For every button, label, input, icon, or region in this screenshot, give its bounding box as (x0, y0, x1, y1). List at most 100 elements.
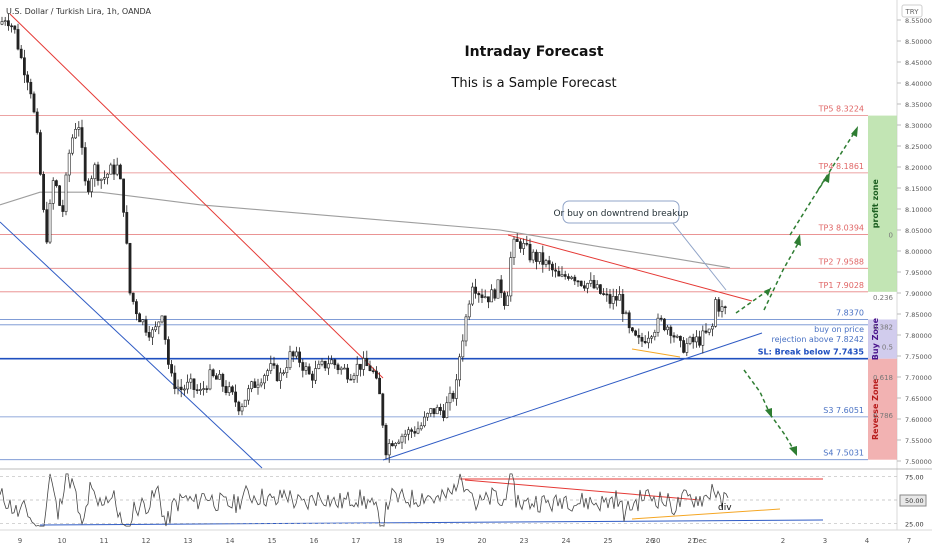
osc-tick-label: 75.00 (905, 474, 924, 482)
x-tick-label: 23 (520, 537, 529, 545)
osc-tick-label: 25.00 (905, 520, 924, 528)
candle-body (605, 293, 609, 296)
candle-body (183, 388, 186, 391)
y-tick-label: 8.45000 (905, 59, 932, 67)
candle-body (173, 372, 177, 389)
candle-body (135, 301, 138, 315)
candle-body (406, 429, 410, 435)
moving-average-line (0, 191, 731, 269)
candle-body (637, 334, 641, 338)
candle-body (650, 336, 654, 339)
candle-body (486, 296, 490, 303)
candle-body (602, 293, 606, 295)
candle-body (688, 336, 692, 344)
candle-body (515, 238, 519, 242)
candle-body (35, 111, 39, 133)
candle-body (218, 373, 222, 380)
candle-body (531, 251, 535, 261)
candle-body (381, 393, 385, 426)
candle-body (582, 285, 586, 289)
candle-body (432, 408, 436, 415)
zone-label-0: profit zone (871, 179, 880, 229)
candle-body (723, 306, 727, 309)
x-tick-label: 20 (478, 537, 487, 545)
candle-body (231, 386, 234, 393)
candle-body (714, 299, 718, 327)
y-tick-label: 8.15000 (905, 185, 932, 193)
y-tick-label: 7.55000 (905, 437, 932, 445)
candle-body (266, 370, 270, 376)
candle-body (710, 325, 714, 330)
candle-body (570, 276, 574, 279)
osc-50-badge (899, 494, 927, 507)
candle-body (413, 431, 417, 434)
candle-body (138, 313, 142, 323)
level-label-entry: 7.8370 (836, 308, 864, 317)
candle-body (598, 284, 602, 294)
candle-body (141, 319, 145, 323)
candle-body (0, 21, 4, 25)
y-tick-label: 7.70000 (905, 374, 932, 382)
candle-body (435, 406, 439, 415)
level-label-sl: SL: Break below 7.7435 (758, 348, 865, 357)
candle-body (294, 351, 298, 357)
y-tick-label: 8.55000 (905, 17, 932, 25)
candle-body (451, 392, 455, 399)
candle-body (125, 212, 129, 244)
candle-body (352, 375, 356, 380)
level-label-tp1: TP1 7.9028 (818, 281, 864, 290)
symbol-header: U.S. Dollar / Turkish Lira, 1h, OANDA (6, 7, 152, 16)
candle-body (77, 127, 81, 130)
candle-body (429, 408, 433, 414)
candle-body (461, 340, 465, 358)
candle-body (285, 367, 289, 374)
candle-body (544, 260, 548, 265)
candle-body (179, 386, 183, 391)
candle-body (227, 386, 231, 393)
candle-body (416, 428, 420, 434)
candle-body (192, 378, 196, 390)
forecast-arrow-down-1 (743, 369, 771, 415)
y-tick-label: 8.50000 (905, 38, 932, 46)
candle-body (666, 326, 670, 331)
candle-body (237, 401, 241, 412)
y-tick-label: 7.95000 (905, 269, 932, 277)
x-tick-label: 25 (604, 537, 613, 545)
y-tick-label: 8.20000 (905, 164, 932, 172)
candle-body (7, 20, 10, 27)
candle-body (29, 81, 33, 95)
zone-labels: profit zone Buy Zone Reverse Zone (871, 179, 880, 440)
candle-body (275, 365, 279, 382)
candle-body (538, 252, 542, 262)
forecast-arrowhead-down-2 (789, 446, 797, 456)
candle-body (259, 382, 263, 386)
candle-body (119, 164, 122, 180)
candle-body (288, 351, 292, 369)
candle-body (243, 399, 247, 408)
candle-body (691, 336, 695, 343)
y-tick-label: 8.35000 (905, 101, 932, 109)
candle-body (10, 25, 14, 28)
candle-body (154, 326, 158, 331)
candle-body (234, 391, 238, 403)
candle-body (112, 164, 116, 175)
candle-body (160, 315, 164, 323)
candle-body (202, 388, 206, 390)
candle-body (614, 296, 618, 301)
candle-body (131, 292, 135, 302)
x-tick-label: 4 (865, 537, 870, 545)
candle-body (199, 389, 202, 391)
candle-body (618, 294, 622, 301)
candle-body (586, 283, 590, 289)
y-tick-label: 7.85000 (905, 311, 932, 319)
candle-body (589, 279, 593, 284)
candle-body (128, 243, 132, 294)
chart-title: Intraday Forecast (464, 44, 603, 60)
candle-body (493, 289, 497, 299)
candle-body (374, 370, 378, 379)
candle-body (253, 381, 257, 388)
y-tick-label: 7.60000 (905, 416, 932, 424)
candle-body (144, 319, 148, 333)
candle-body (525, 243, 529, 245)
